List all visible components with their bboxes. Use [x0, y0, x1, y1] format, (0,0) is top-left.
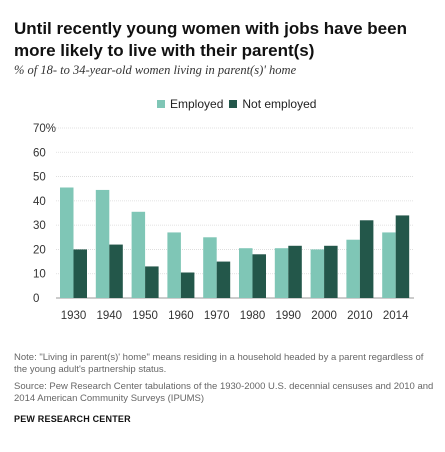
bar-employed-1990 [274, 248, 289, 298]
y-tick-label: 30 [33, 220, 46, 232]
x-axis-tick-labels: 1930 1940 1950 1960 1970 1980 1990 2000 2010 2014 [61, 310, 409, 322]
x-tick-label: 1930 [61, 310, 87, 322]
y-tick-label: 0 [33, 293, 39, 305]
bar-not-employed-2000 [324, 245, 338, 298]
bar-not-employed-1970 [216, 261, 231, 298]
y-tick-label: 70% [33, 123, 56, 135]
x-tick-label: 1960 [168, 310, 194, 322]
x-tick-label: 2010 [347, 310, 373, 322]
chart-legend: Employed Not employed [157, 97, 316, 111]
x-tick-label: 1980 [240, 310, 266, 322]
y-tick-label: 50 [33, 172, 46, 184]
y-axis-tick-labels: 70% 60 50 40 30 20 10 0 [33, 123, 56, 305]
bar-not-employed-1950 [145, 266, 159, 298]
legend-swatch-not-employed [229, 100, 238, 108]
legend-item-not-employed: Not employed [229, 97, 316, 111]
legend-swatch-employed [157, 100, 165, 108]
bar-employed-1980 [239, 248, 253, 298]
bar-not-employed-1990 [288, 245, 302, 298]
bar-not-employed-1940 [109, 244, 123, 298]
chart-source: Source: Pew Research Center tabulations … [14, 381, 434, 404]
y-tick-label: 40 [33, 196, 46, 208]
x-tick-label: 1950 [132, 310, 158, 322]
x-tick-label: 2014 [383, 310, 409, 322]
x-tick-label: 2000 [311, 310, 337, 322]
bar-employed-1940 [95, 189, 110, 298]
y-tick-label: 10 [33, 269, 46, 281]
bar-employed-1960 [167, 232, 181, 298]
y-tick-label: 20 [33, 244, 46, 256]
chart-title: Until recently young women with jobs hav… [14, 19, 407, 60]
bar-employed-1930 [60, 187, 74, 298]
legend-label-employed: Employed [170, 97, 224, 111]
bar-not-employed-1960 [180, 272, 195, 298]
bar-employed-1970 [203, 237, 217, 298]
pew-logo-text: PEW RESEARCH CENTER [14, 414, 131, 424]
x-tick-label: 1970 [204, 310, 230, 322]
legend-item-employed: Employed [157, 97, 223, 111]
bar-not-employed-2014 [395, 215, 410, 298]
bar-employed-2000 [310, 249, 325, 298]
y-tick-label: 60 [33, 147, 46, 159]
bar-not-employed-1930 [73, 249, 87, 298]
bar-employed-1950 [131, 211, 146, 298]
bar-not-employed-1980 [252, 254, 266, 298]
legend-label-not-employed: Not employed [242, 97, 317, 111]
bar-employed-2010 [346, 239, 360, 298]
chart-note: Note: "Living in parent(s)' home" means … [14, 352, 424, 375]
chart-subtitle: % of 18- to 34-year-old women living in … [14, 63, 297, 77]
bar-employed-2014 [382, 232, 396, 298]
x-tick-label: 1940 [97, 310, 123, 322]
x-tick-label: 1990 [276, 310, 302, 322]
bar-not-employed-2010 [359, 220, 374, 298]
bars [60, 187, 410, 298]
